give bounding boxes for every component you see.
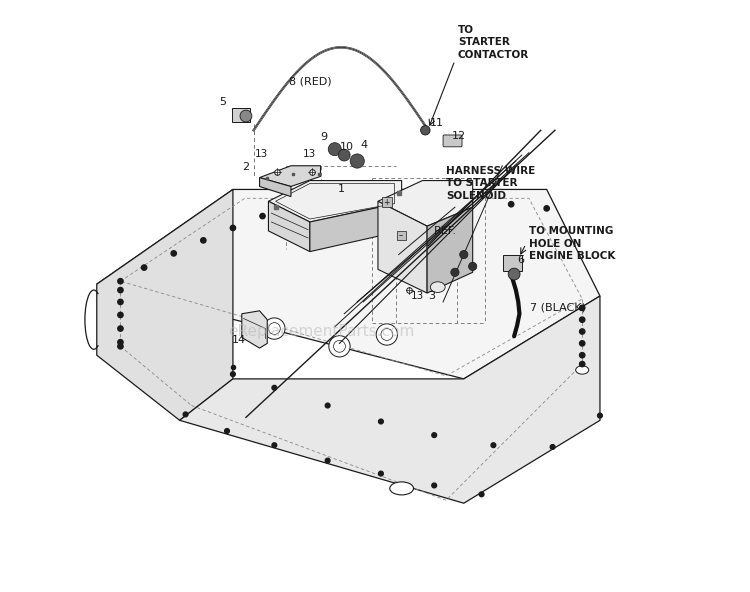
Circle shape [118, 326, 123, 332]
Circle shape [467, 199, 472, 204]
Circle shape [225, 429, 230, 433]
Text: TO MOUNTING
HOLE ON
ENGINE BLOCK: TO MOUNTING HOLE ON ENGINE BLOCK [529, 226, 615, 261]
Text: 8 (RED): 8 (RED) [289, 77, 332, 86]
Circle shape [479, 492, 484, 497]
Circle shape [118, 288, 123, 293]
Circle shape [272, 385, 277, 390]
Circle shape [230, 226, 236, 231]
Text: 3: 3 [428, 291, 435, 301]
Circle shape [469, 262, 477, 271]
Circle shape [118, 343, 123, 349]
Polygon shape [97, 189, 600, 379]
Circle shape [376, 324, 398, 345]
Text: 5: 5 [219, 97, 226, 107]
Text: –: – [399, 231, 404, 240]
Text: 9: 9 [320, 133, 328, 142]
Text: 1: 1 [338, 185, 345, 194]
Circle shape [240, 110, 252, 122]
Text: 13: 13 [302, 149, 316, 159]
Circle shape [334, 340, 346, 352]
Circle shape [201, 238, 206, 243]
Circle shape [432, 433, 436, 437]
Circle shape [142, 265, 147, 270]
Circle shape [118, 279, 123, 284]
Circle shape [328, 336, 350, 357]
Circle shape [580, 361, 585, 367]
Circle shape [580, 305, 585, 311]
Text: 2: 2 [242, 162, 250, 172]
Text: REF.: REF. [434, 226, 457, 236]
Text: 13: 13 [410, 291, 424, 301]
Text: HARNESS WIRE
TO STARTER
SOLENOID: HARNESS WIRE TO STARTER SOLENOID [446, 166, 536, 201]
Circle shape [343, 200, 348, 205]
Circle shape [550, 445, 555, 449]
Polygon shape [268, 201, 310, 252]
Ellipse shape [390, 482, 413, 495]
Circle shape [118, 313, 123, 317]
Polygon shape [427, 207, 472, 293]
Circle shape [326, 403, 330, 408]
Text: 11: 11 [430, 118, 443, 128]
FancyBboxPatch shape [443, 135, 462, 147]
FancyBboxPatch shape [503, 255, 522, 271]
Polygon shape [310, 202, 402, 252]
Circle shape [118, 300, 123, 305]
Ellipse shape [430, 282, 445, 292]
Circle shape [509, 268, 520, 280]
Circle shape [381, 329, 393, 340]
Circle shape [230, 372, 236, 377]
Text: 6: 6 [517, 256, 524, 265]
Circle shape [598, 413, 602, 418]
Text: 10: 10 [340, 142, 353, 152]
Circle shape [268, 323, 280, 334]
Circle shape [451, 268, 459, 276]
Circle shape [264, 318, 285, 339]
Circle shape [260, 214, 266, 219]
Circle shape [183, 412, 188, 417]
Circle shape [580, 353, 585, 358]
Circle shape [171, 251, 176, 256]
Text: 14: 14 [232, 336, 246, 345]
Circle shape [379, 419, 383, 424]
Polygon shape [260, 178, 291, 197]
Text: TO
STARTER
CONTACTOR: TO STARTER CONTACTOR [458, 25, 530, 60]
Bar [382, 197, 392, 207]
Circle shape [432, 483, 436, 488]
Circle shape [580, 317, 585, 322]
Circle shape [509, 202, 514, 207]
Text: +: + [384, 198, 390, 207]
Circle shape [384, 198, 389, 202]
Bar [397, 231, 406, 240]
Polygon shape [180, 296, 600, 503]
Circle shape [544, 206, 549, 211]
Polygon shape [260, 166, 320, 186]
Text: 4: 4 [360, 140, 368, 150]
Polygon shape [242, 311, 267, 348]
Circle shape [272, 443, 277, 448]
Polygon shape [378, 181, 472, 226]
FancyBboxPatch shape [232, 108, 250, 122]
Circle shape [379, 471, 383, 476]
Circle shape [302, 205, 307, 210]
Text: 13: 13 [255, 149, 268, 159]
Circle shape [580, 341, 585, 346]
Circle shape [338, 149, 350, 161]
Circle shape [350, 154, 364, 168]
Text: 7 (BLACK): 7 (BLACK) [530, 303, 586, 313]
Circle shape [491, 443, 496, 448]
Polygon shape [378, 201, 427, 293]
Circle shape [328, 143, 341, 156]
Text: eReplacementParts.com: eReplacementParts.com [229, 324, 415, 339]
Text: 12: 12 [452, 131, 466, 141]
Circle shape [580, 329, 585, 334]
Circle shape [326, 458, 330, 463]
Circle shape [425, 197, 431, 202]
Circle shape [421, 126, 430, 135]
Circle shape [118, 340, 123, 345]
Ellipse shape [576, 366, 589, 374]
Polygon shape [97, 189, 233, 420]
Circle shape [460, 250, 468, 259]
Polygon shape [268, 181, 402, 222]
